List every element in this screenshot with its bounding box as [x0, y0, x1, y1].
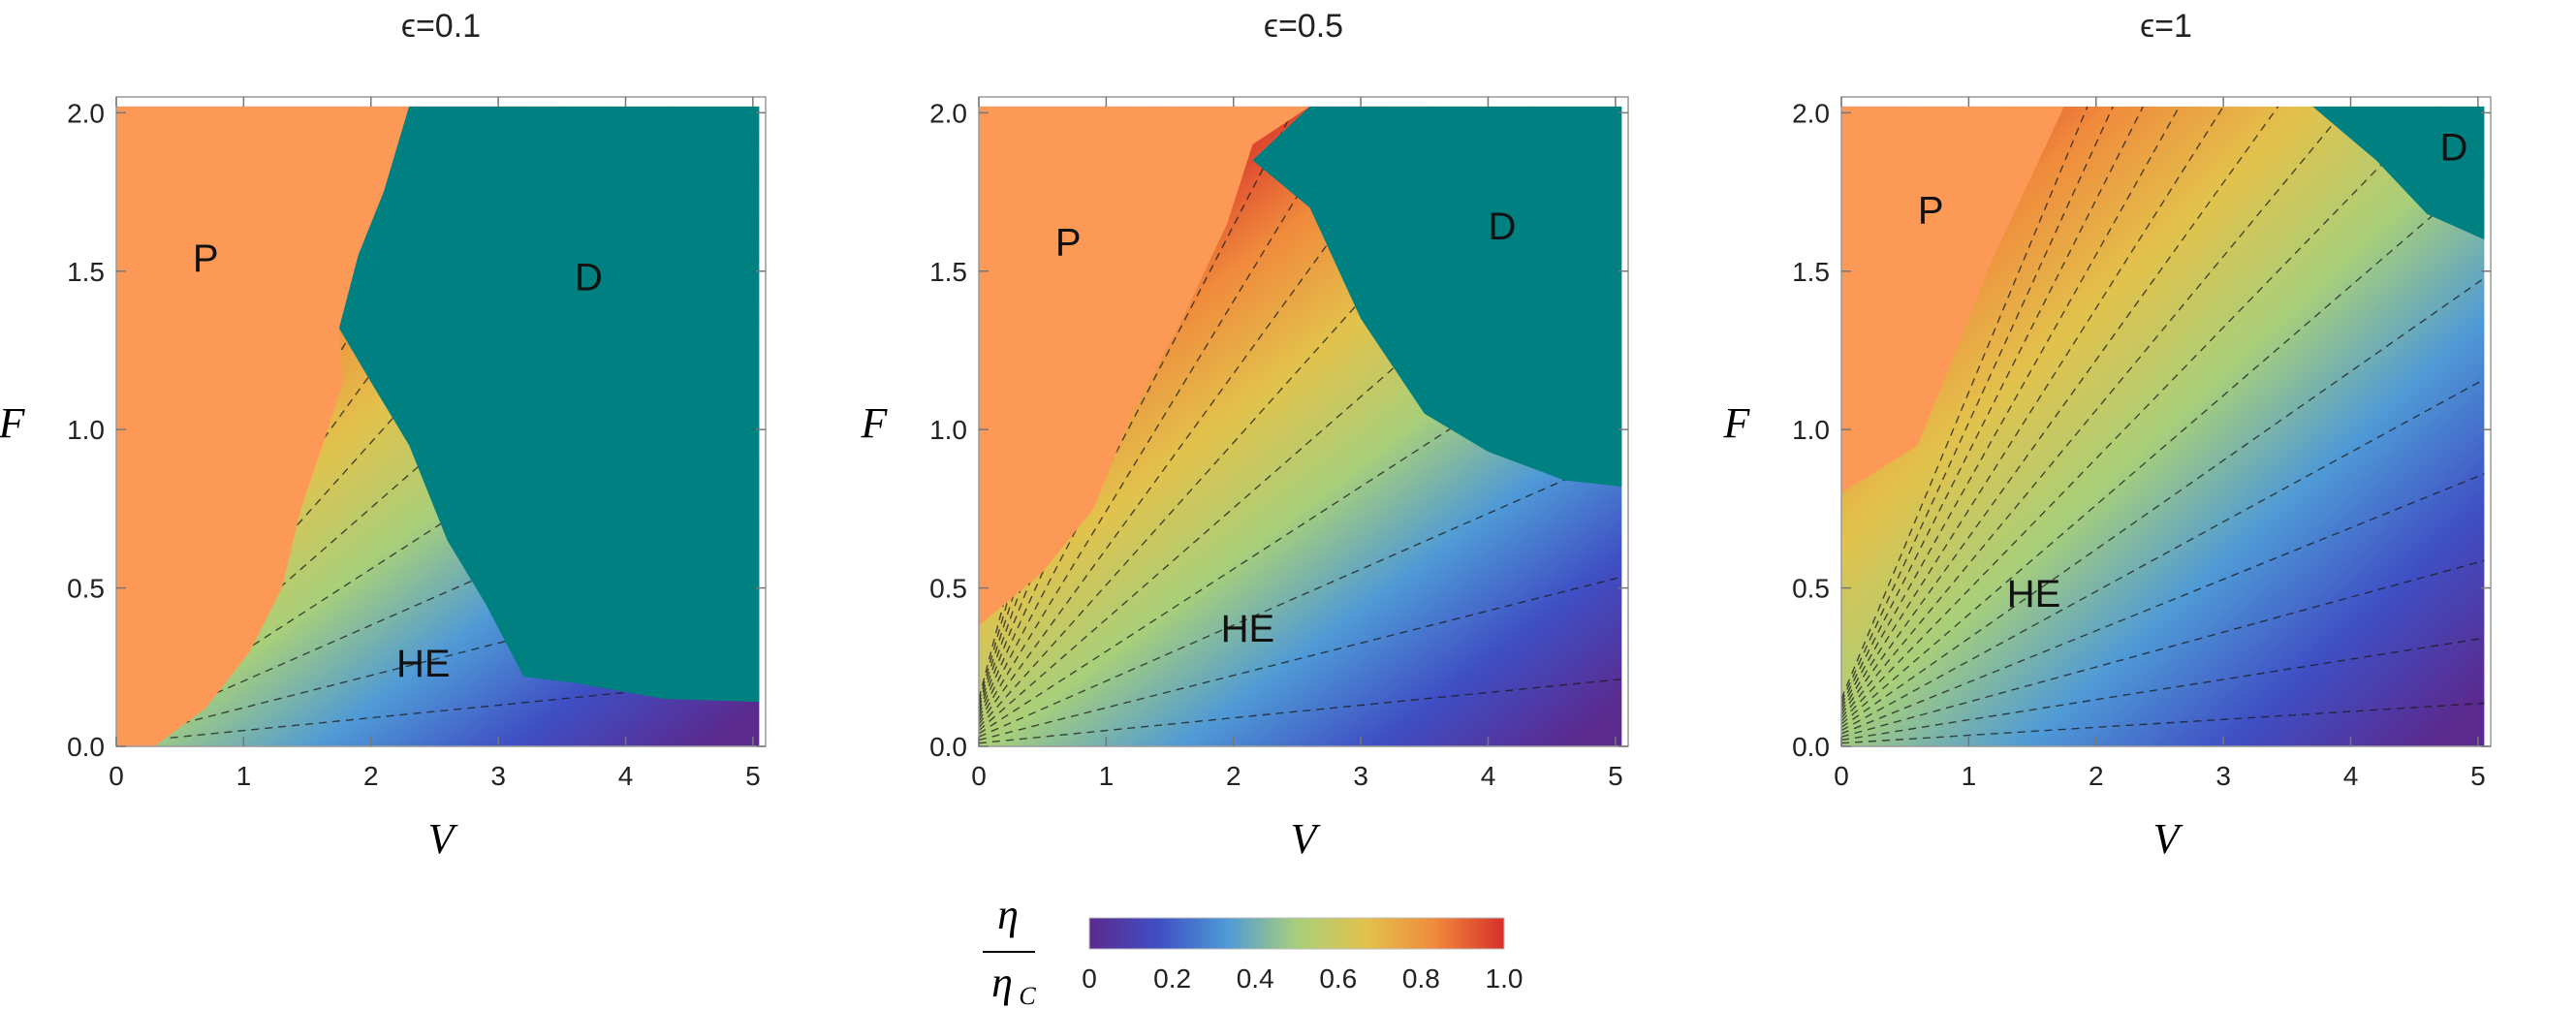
y-tick-label: 2.0	[67, 98, 105, 128]
x-tick-label: 1	[236, 761, 252, 791]
region-p	[116, 106, 410, 746]
contour-line	[979, 454, 1622, 738]
region-label-he: HE	[2007, 573, 2061, 615]
y-tick-label: 0.0	[67, 732, 105, 762]
plot-frame	[1840, 96, 2492, 747]
colorbar-tick-label: 0.8	[1402, 963, 1440, 994]
x-tick-label: 5	[745, 761, 761, 791]
colorbar-tick-label: 1.0	[1486, 963, 1524, 994]
colorbar-tick-label: 0.4	[1237, 963, 1274, 994]
plot-area	[1841, 106, 2485, 747]
plot-frame	[978, 96, 1629, 747]
x-tick-label: 3	[2215, 761, 2231, 791]
y-tick-label: 0.0	[1792, 732, 1830, 762]
contour-line	[1841, 106, 2089, 700]
contour-line	[1841, 106, 2348, 719]
colorbar-label-subscript: C	[1019, 982, 1036, 1010]
y-tick-label: 0.5	[67, 574, 105, 604]
panel-title: ϵ=1	[2140, 8, 2192, 45]
region-d	[1252, 106, 1622, 487]
colorbar-label-numerator: η	[997, 891, 1019, 938]
x-tick-label: 2	[1226, 761, 1241, 791]
y-axis-label: F	[861, 399, 889, 447]
x-tick-label: 4	[1481, 761, 1496, 791]
y-tick-label: 2.0	[929, 98, 967, 128]
region-label-d: D	[575, 256, 603, 299]
contour-line	[979, 106, 1353, 722]
contour-line	[1841, 106, 2181, 710]
plot-frame	[115, 96, 767, 747]
region-d	[2312, 106, 2485, 240]
region-label-p: P	[1918, 190, 1944, 233]
contour-line	[116, 576, 760, 742]
y-tick-label: 1.0	[1792, 415, 1830, 445]
x-tick-label: 2	[363, 761, 379, 791]
region-label-he: HE	[396, 643, 451, 685]
contour-line	[1841, 170, 2485, 725]
contour-line	[1841, 106, 2279, 715]
contour-line	[979, 106, 1297, 718]
x-tick-label: 0	[1834, 761, 1849, 791]
contour-line	[1841, 106, 2114, 703]
x-axis-label: V	[1291, 815, 1322, 863]
y-tick-label: 1.5	[929, 257, 967, 287]
x-tick-label: 4	[2343, 761, 2359, 791]
contour-line	[979, 106, 1429, 725]
y-tick-label: 1.5	[1792, 257, 1830, 287]
x-tick-label: 5	[2470, 761, 2486, 791]
x-tick-label: 1	[1962, 761, 1977, 791]
x-tick-label: 2	[2089, 761, 2104, 791]
region-d	[338, 106, 760, 703]
x-tick-label: 3	[490, 761, 506, 791]
x-tick-label: 5	[1608, 761, 1623, 791]
region-label-he: HE	[1221, 608, 1275, 650]
contour-line	[1841, 277, 2485, 728]
panel-3: P D HE 0 1 2 3 4 5 0.0 0.5 1.0 1.5 2.0 ϵ=1 V F	[1723, 8, 2492, 863]
x-tick-label: 0	[109, 761, 124, 791]
plot-area	[979, 106, 1622, 747]
contour-lines	[1841, 106, 2485, 744]
panel-title: ϵ=0.5	[1264, 8, 1343, 45]
x-tick-label: 1	[1099, 761, 1115, 791]
contour-line	[1841, 473, 2485, 735]
contour-line	[1841, 702, 2485, 744]
contour-line	[1841, 106, 2224, 712]
contour-line	[1841, 106, 2144, 706]
plot-area	[116, 106, 760, 747]
region-label-d: D	[1488, 205, 1516, 248]
x-tick-label: 4	[618, 761, 634, 791]
y-tick-label: 1.0	[67, 415, 105, 445]
colorbar-tick-label: 0.6	[1319, 963, 1357, 994]
panel-title: ϵ=0.1	[401, 8, 481, 45]
contour-line	[1841, 106, 2438, 722]
panels: P D HE 0 1 2 3 4 5 0.0 0.5 1.0 1.5 2.0 ϵ=0.1 V F P D HE 0 1 2 3…	[0, 8, 2492, 863]
y-tick-label: 2.0	[1792, 98, 1830, 128]
y-tick-label: 1.0	[929, 415, 967, 445]
panel-1: P D HE 0 1 2 3 4 5 0.0 0.5 1.0 1.5 2.0 ϵ=0.1 V F	[0, 8, 767, 863]
y-tick-label: 0.0	[929, 732, 967, 762]
x-axis-label: V	[428, 815, 459, 863]
colorbar-tick-label: 0	[1082, 963, 1097, 994]
colorbar-tick-label: 0.2	[1153, 963, 1191, 994]
region-label-d: D	[2439, 126, 2467, 169]
x-tick-label: 0	[971, 761, 987, 791]
y-axis-label: F	[1723, 399, 1751, 447]
contour-line	[1841, 559, 2485, 738]
x-tick-label: 3	[1353, 761, 1368, 791]
colorbar-label-denominator: η	[991, 959, 1013, 1006]
region-p	[1841, 106, 2064, 493]
x-axis-label: V	[2153, 815, 2184, 863]
y-tick-label: 0.5	[1792, 574, 1830, 604]
region-p	[979, 106, 1310, 626]
y-tick-label: 1.5	[67, 257, 105, 287]
colorbar: 0 0.2 0.4 0.6 0.8 1.0ηη C	[983, 891, 1523, 1010]
region-label-p: P	[1055, 221, 1082, 264]
y-axis-label: F	[0, 399, 26, 447]
region-label-p: P	[193, 237, 219, 280]
colorbar-bar	[1088, 917, 1505, 950]
panel-2: P D HE 0 1 2 3 4 5 0.0 0.5 1.0 1.5 2.0 ϵ=0.5 V F	[861, 8, 1629, 863]
y-tick-label: 0.5	[929, 574, 967, 604]
contour-line	[979, 576, 1622, 742]
